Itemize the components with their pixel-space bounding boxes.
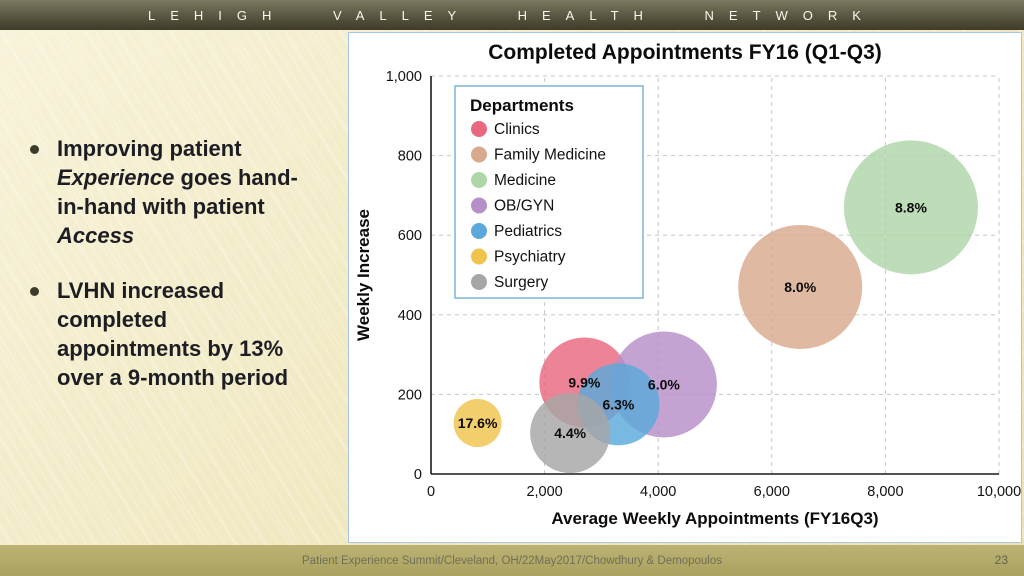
bubble-label-psychiatry: 17.6% (458, 415, 498, 431)
legend-swatch-family-medicine (471, 146, 487, 163)
footer-bar: Patient Experience Summit/Cleveland, OH/… (0, 545, 1024, 576)
bubble-surgery (530, 393, 611, 474)
legend-item-medicine: Medicine (494, 172, 556, 189)
legend-swatch-medicine (471, 172, 487, 188)
legend-swatch-pediatrics (471, 223, 487, 239)
x-tick-label: 6,000 (754, 484, 790, 500)
bullet-item: Improving patient Experience goes hand-i… (26, 134, 336, 250)
bubble-label-pediatrics: 6.3% (602, 396, 634, 412)
bullet1-part1: Improving patient (57, 136, 242, 161)
bullet-text-appointments: LVHN increased completed appointments by… (57, 278, 289, 391)
bubble-psychiatry (453, 399, 502, 448)
x-tick-label: 4,000 (640, 484, 676, 500)
x-tick-label: 2,000 (526, 484, 562, 500)
bubble-chart: 0 2,000 4,000 6,000 8,000 10,000 0 200 400 600 800… (354, 69, 1021, 528)
legend-swatch-surgery (471, 274, 487, 290)
y-axis-label: Weekly Increase (354, 209, 373, 341)
x-tick-label: 8,000 (867, 484, 903, 500)
y-tick-label: 600 (398, 228, 422, 244)
bubble-label-family-medicine: 8.0% (784, 279, 816, 295)
bullet1-part2-italic: Experience (57, 165, 175, 191)
legend-item-family-medicine: Family Medicine (494, 147, 606, 164)
y-tick-label: 800 (398, 149, 422, 165)
legend-item-psychiatry: Psychiatry (494, 249, 566, 266)
legend-item-ob-gyn: OB/GYN (494, 198, 554, 215)
bubble-family-medicine (738, 224, 863, 349)
header-banner: LEHIGH VALLEY HEALTH NETWORK (0, 0, 1024, 30)
x-axis-label: Average Weekly Appointments (FY16Q3) (551, 509, 878, 528)
legend-swatch-psychiatry (471, 248, 487, 265)
bullet-list: Improving patient Experience goes hand-i… (26, 134, 336, 418)
y-tick-label: 1,000 (386, 69, 422, 85)
x-tick-label: 10,000 (977, 484, 1021, 500)
bubble-label-surgery: 4.4% (554, 425, 586, 441)
footer-credit: Patient Experience Summit/Cleveland, OH/… (302, 554, 722, 567)
bullet1-part3: goes hand-in-hand with patient (57, 165, 298, 220)
legend-swatch-clinics (471, 121, 487, 137)
bullet-dot (30, 145, 39, 154)
legend-item-pediatrics: Pediatrics (494, 223, 562, 240)
legend-item-surgery: Surgery (494, 274, 549, 291)
legend-title: Departments (470, 96, 574, 115)
bubble-label-medicine: 8.8% (895, 199, 927, 215)
x-tick-label: 0 (427, 484, 435, 500)
bullet-dot (30, 287, 39, 297)
legend-item-clinics: Clinics (494, 121, 540, 138)
bullet-item: LVHN increased completed appointments by… (26, 276, 336, 392)
y-tick-label: 200 (398, 387, 422, 403)
bullet-text-experience: Improving patient Experience goes hand-i… (57, 134, 307, 250)
y-tick-label: 0 (414, 467, 422, 483)
bubble-label-ob-gyn: 6.0% (648, 376, 680, 392)
bullet1-part4-italic: Access (57, 223, 135, 249)
bubble-medicine (843, 140, 978, 275)
legend-swatch-ob-gyn (471, 197, 487, 214)
page-number: 23 (994, 553, 1008, 567)
network-title: LEHIGH VALLEY HEALTH NETWORK (148, 7, 876, 23)
chart-legend: Departments Clinics Family Medicine Medicin… (454, 85, 644, 299)
y-tick-label: 400 (398, 308, 422, 324)
bubble-label-clinics: 9.9% (568, 374, 600, 390)
chart-panel: Completed Appointments FY16 (Q1-Q3) 0 2,0… (348, 32, 1022, 543)
chart-title: Completed Appointments FY16 (Q1-Q3) (488, 41, 882, 64)
